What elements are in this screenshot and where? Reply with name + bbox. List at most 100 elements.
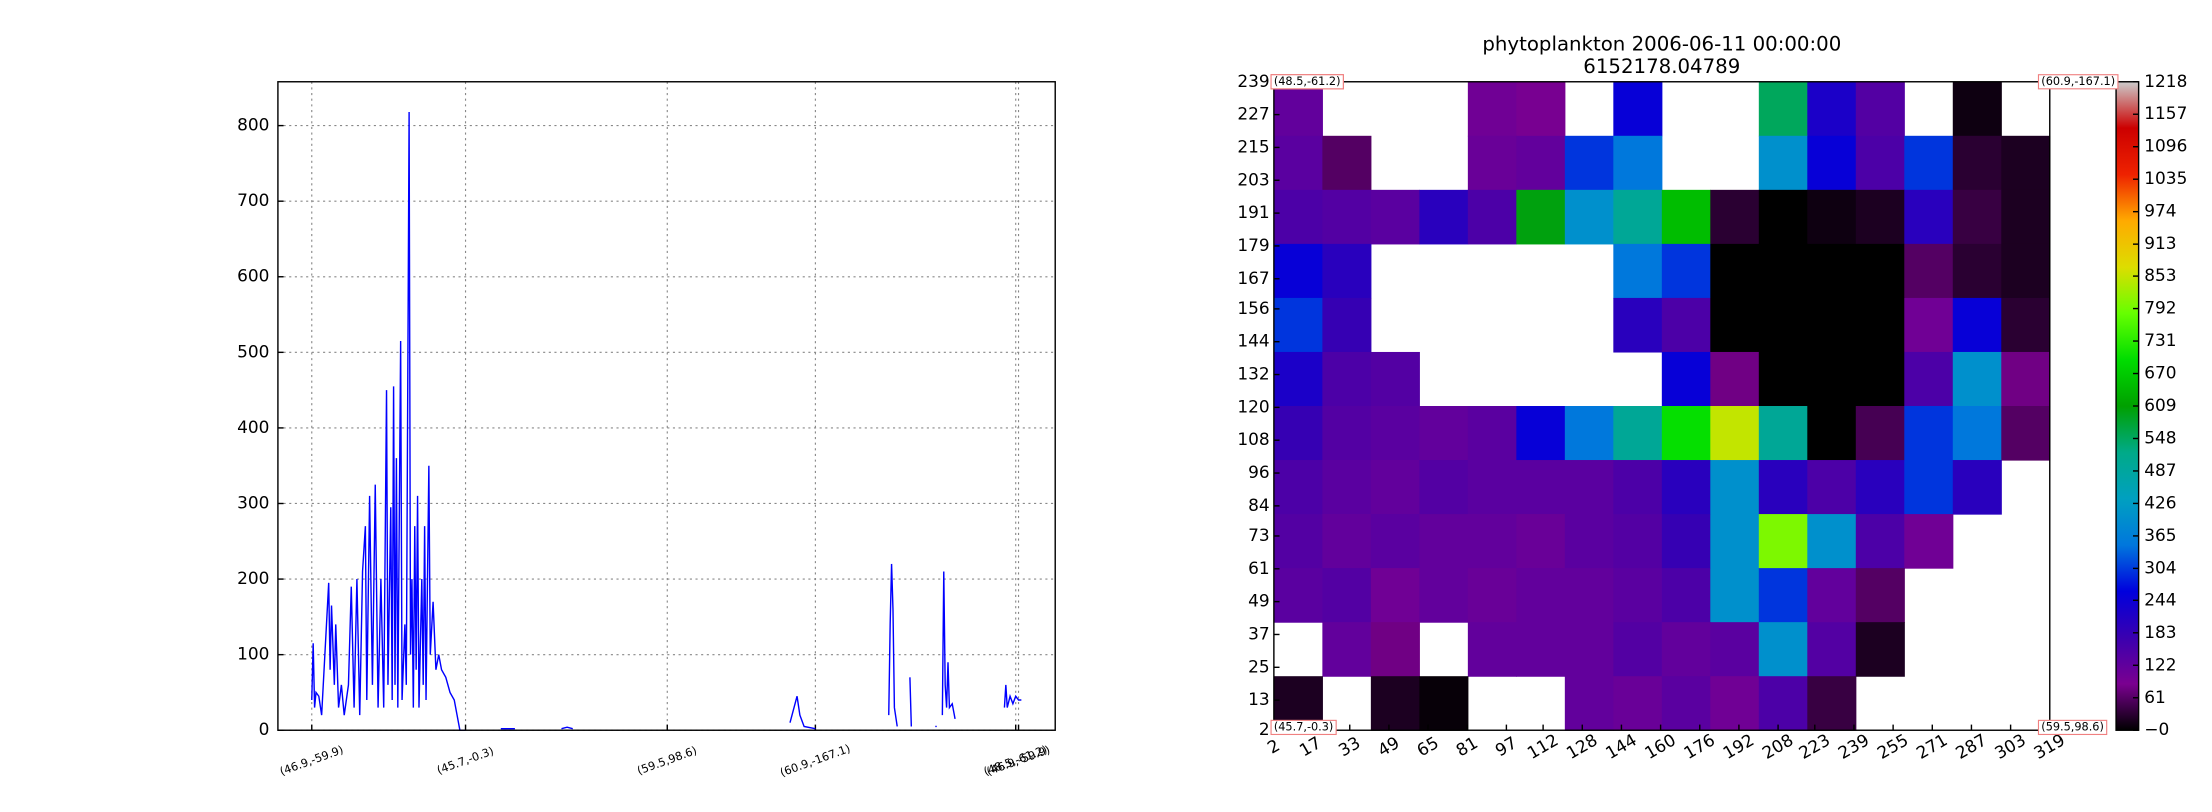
heatmap-cell: [1564, 406, 1614, 461]
heatmap-cell: [1322, 568, 1372, 623]
colorbar-tick-label: 1096: [2144, 136, 2187, 156]
heatmap-cell: [1758, 568, 1808, 623]
heatmap-cell: [1661, 514, 1711, 569]
colorbar-tick-label: 670: [2144, 363, 2176, 383]
heatmap-cell: [1952, 243, 2002, 299]
colorbar-tick-label: 1035: [2144, 168, 2187, 188]
corner-annotation: (45.7,-0.3): [1270, 719, 1337, 736]
heatmap-cell: [1273, 406, 1323, 461]
y-tick-label: 2: [1259, 719, 1270, 739]
heatmap-cell: [1467, 622, 1517, 677]
heatmap-cell: [1661, 243, 1711, 299]
heatmap-cell: [1758, 81, 1808, 137]
heatmap-cell: [1273, 514, 1323, 569]
corner-annotation: (59.5,98.6): [2037, 719, 2108, 736]
heatmap-cell: [1613, 135, 1663, 191]
y-tick-label: 203: [1237, 169, 1269, 189]
heatmap-cell: [1273, 189, 1323, 245]
heatmap-cell: [1613, 460, 1663, 515]
colorbar-tick-label: 1157: [2144, 103, 2187, 123]
y-tick-label: 200: [237, 568, 269, 588]
heatmap-cell: [1855, 351, 1905, 407]
data-line: [311, 111, 1022, 731]
y-tick-label: 0: [259, 719, 270, 739]
y-tick-label: 300: [237, 493, 269, 513]
heatmap-cell: [1419, 189, 1469, 245]
heatmap-cell: [1904, 460, 1954, 515]
colorbar-tick-label: 61: [2144, 687, 2166, 707]
heatmap-cell: [1613, 676, 1663, 731]
heatmap-cell: [1516, 81, 1566, 137]
plot-frame: [277, 81, 1056, 731]
x-tick-label: 271: [1913, 730, 1951, 763]
y-tick-label: 179: [1237, 235, 1269, 255]
heatmap-cell: [1322, 406, 1372, 461]
colorbar-tick-label: 122: [2144, 654, 2176, 674]
y-tick-label: 84: [1248, 495, 1270, 515]
corner-annotation: (60.9,-167.1): [2037, 74, 2119, 90]
heatmap-cell: [1807, 622, 1857, 677]
heatmap-cell: [1952, 297, 2002, 353]
heatmap-cell: [1758, 351, 1808, 407]
heatmap-cell: [1807, 81, 1857, 137]
annotation-box: [1270, 74, 1344, 90]
heatmap-cell: [1807, 297, 1857, 353]
heatmap-cell: [1952, 406, 2002, 461]
x-tick-label: 287: [1952, 730, 1990, 763]
heatmap-cell: [1952, 81, 2002, 137]
heatmap-cell: [1661, 568, 1711, 623]
y-tick-label: 400: [237, 417, 269, 437]
heatmap-cell: [1855, 406, 1905, 461]
x-tick-label: 49: [1374, 732, 1403, 760]
heatmap-cell: [1710, 676, 1760, 731]
heatmap-cell: [1807, 406, 1857, 461]
heatmap-cell: [1516, 460, 1566, 515]
annotation-box: [2037, 719, 2108, 736]
x-tick-label: 223: [1795, 730, 1833, 763]
heatmap-cell: [1564, 568, 1614, 623]
heatmap-cell: [1952, 135, 2002, 191]
heatmap-cell: [1467, 514, 1517, 569]
colorbar-tick-label: 304: [2144, 557, 2176, 577]
heatmap-cell: [1370, 676, 1420, 731]
heatmap-cell: [1322, 135, 1372, 191]
y-tick-label: 108: [1237, 429, 1269, 449]
heatmap-cell: [1710, 622, 1760, 677]
heatmap-cell: [1758, 514, 1808, 569]
heatmap-cell: [1807, 351, 1857, 407]
y-tick-label: 37: [1248, 623, 1270, 643]
heatmap-cell: [1322, 243, 1372, 299]
heatmap-cell: [1467, 568, 1517, 623]
x-tick-label: 112: [1524, 730, 1562, 763]
heatmap-cell: [2001, 189, 2051, 245]
y-tick-label: 61: [1248, 558, 1270, 578]
heatmap-cell: [1419, 460, 1469, 515]
heatmap-cell: [1807, 676, 1857, 731]
y-tick-label: 500: [237, 341, 269, 361]
colorbar-tick-label: −0: [2144, 719, 2169, 739]
heatmap-cell: [1758, 460, 1808, 515]
annotation-text: (60.9,-167.1): [2041, 75, 2115, 88]
heatmap-cell: [1855, 514, 1905, 569]
heatmap-cell: [1370, 568, 1420, 623]
y-tick-label: 100: [237, 644, 269, 664]
y-tick-label: 144: [1237, 331, 1269, 351]
heatmap-cell: [1613, 514, 1663, 569]
heatmap-cell: [1516, 622, 1566, 677]
y-tick-label: 600: [237, 266, 269, 286]
heatmap-cell: [1904, 406, 1954, 461]
heatmap-cell: [1516, 406, 1566, 461]
annotation-box: [1270, 719, 1337, 736]
heatmap-cell: [1758, 135, 1808, 191]
heatmap-cell: [1564, 676, 1614, 731]
heatmap-cell: [2001, 297, 2051, 353]
annotation-text: (45.7,-0.3): [1274, 720, 1333, 733]
heatmap-cell: [1904, 297, 1954, 353]
y-tick-label: 227: [1237, 104, 1269, 124]
heatmap-cell: [1855, 568, 1905, 623]
colorbar-tick-label: 731: [2144, 330, 2176, 350]
colorbar-tick-label: 244: [2144, 589, 2176, 609]
heatmap-cell: [1855, 189, 1905, 245]
heatmap-cell: [1855, 135, 1905, 191]
